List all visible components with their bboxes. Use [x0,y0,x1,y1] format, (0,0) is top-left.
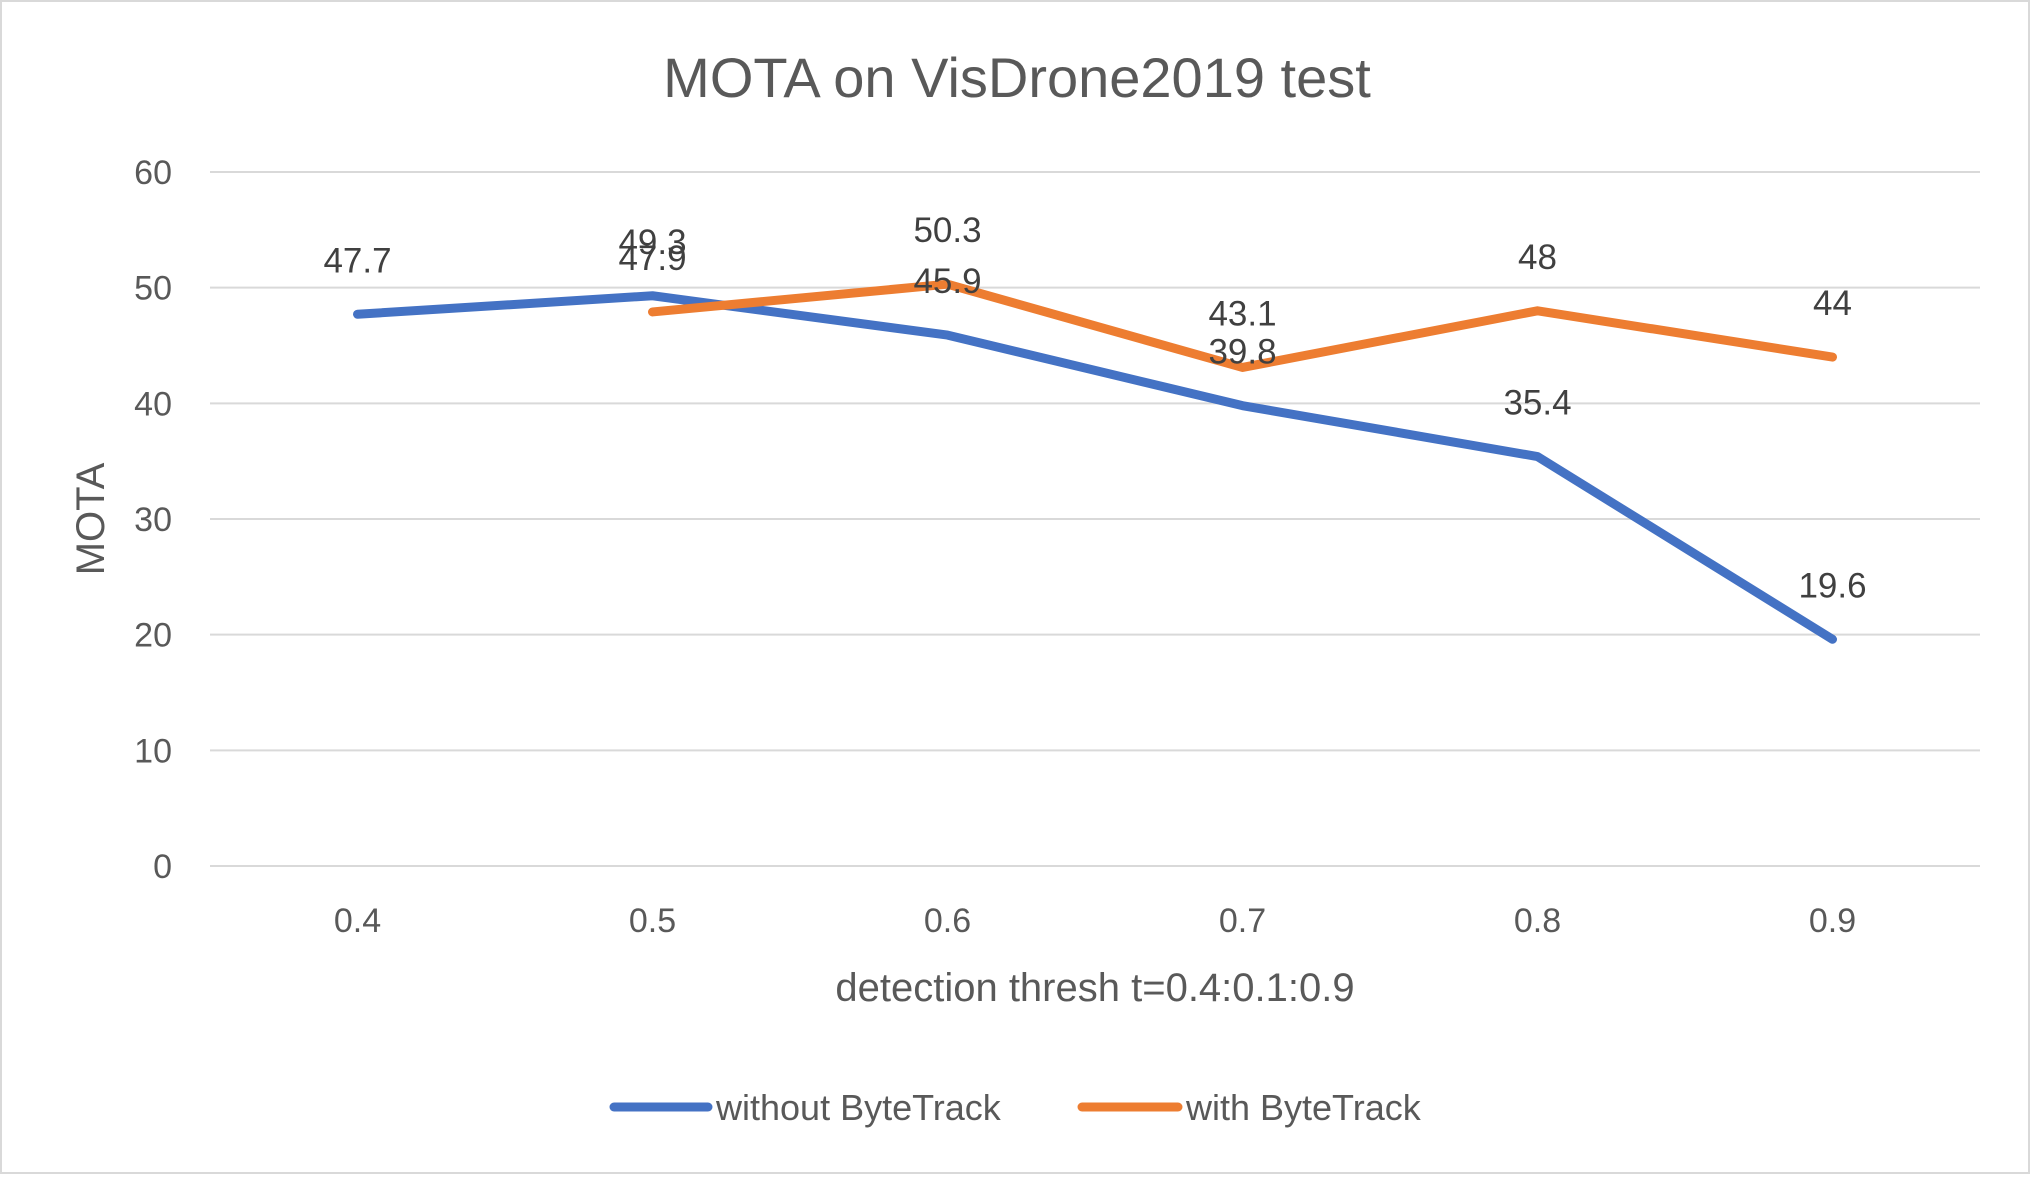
x-axis-title: detection thresh t=0.4:0.1:0.9 [835,966,1354,1010]
legend-label: without ByteTrack [715,1087,1002,1128]
data-labels: 47.7 49.3 45.9 39.8 35.4 19.6 47.9 50.3 43.1 48 44 [323,211,1866,605]
x-tick-label: 0.7 [1219,902,1266,940]
data-label: 47.9 [618,239,686,278]
y-tick-label: 20 [134,617,172,655]
y-tick-label: 30 [134,501,172,539]
data-label: 35.4 [1503,384,1571,423]
series-line-with-bytetrack [648,279,1837,372]
data-label: 45.9 [913,262,981,301]
data-label: 43.1 [1208,294,1276,333]
x-axis-ticks: 0.4 0.5 0.6 0.7 0.8 0.9 [334,902,1856,940]
data-label: 50.3 [913,211,981,250]
data-label: 49.3 [618,223,686,262]
chart-title: MOTA on VisDrone2019 test [663,46,1371,109]
y-axis-title: MOTA [69,462,113,575]
x-tick-label: 0.8 [1514,902,1561,940]
legend-item-with-bytetrack: with ByteTrack [1077,1087,1422,1128]
y-axis-ticks: 0 10 20 30 40 50 60 [134,154,172,886]
series-line-without-bytetrack [353,291,1837,644]
x-tick-label: 0.6 [924,902,971,940]
x-tick-label: 0.5 [629,902,676,940]
data-label: 48 [1518,238,1557,277]
legend-item-without-bytetrack: without ByteTrack [609,1087,1002,1128]
y-tick-label: 50 [134,270,172,308]
series-lines [353,279,1837,644]
legend-label: with ByteTrack [1185,1087,1422,1128]
data-label: 47.7 [323,241,391,280]
y-tick-label: 10 [134,732,172,770]
gridlines [210,171,1980,867]
data-label: 44 [1813,284,1852,323]
x-tick-label: 0.9 [1809,902,1856,940]
y-tick-label: 0 [153,848,172,886]
data-label: 19.6 [1798,566,1866,605]
data-label: 39.8 [1208,333,1276,372]
y-tick-label: 40 [134,385,172,423]
legend: without ByteTrack with ByteTrack [609,1087,1422,1128]
y-tick-label: 60 [134,154,172,192]
x-tick-label: 0.4 [334,902,381,940]
